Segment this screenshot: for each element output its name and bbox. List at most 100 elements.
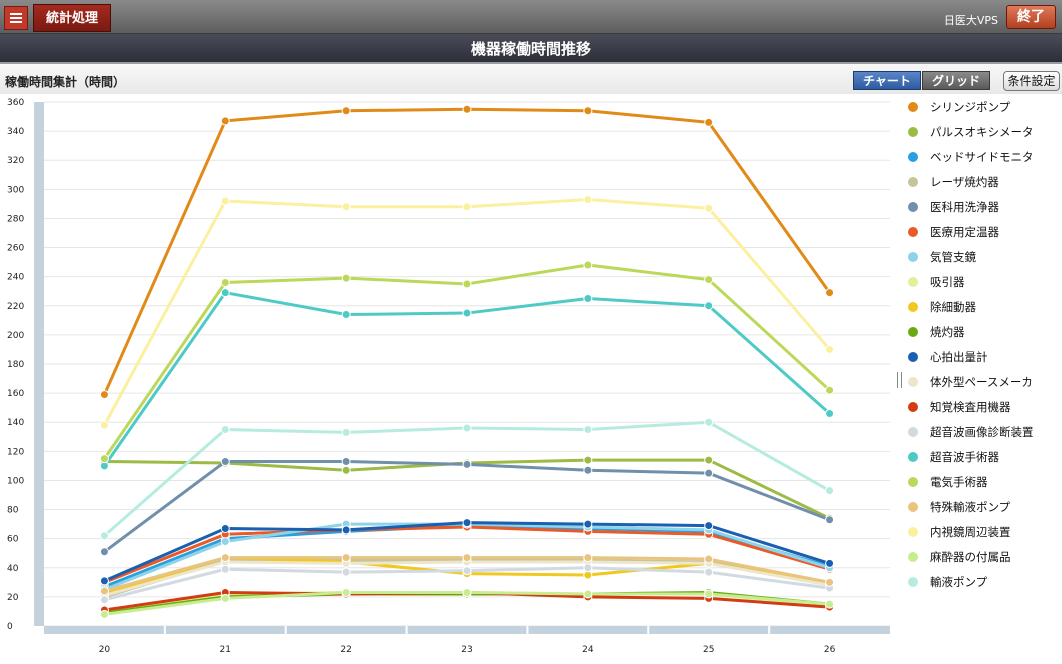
data-point <box>462 104 472 114</box>
data-point <box>583 465 593 475</box>
data-point <box>341 427 351 437</box>
data-point <box>462 308 472 318</box>
y-tick-label: 140 <box>7 418 24 428</box>
data-point <box>220 523 230 533</box>
legend-label: レーザ焼灼器 <box>930 175 999 189</box>
top-bar: 統計処理 日医大VPS 終了 <box>0 0 1062 34</box>
data-point <box>341 553 351 563</box>
x-tick-label: 20 <box>99 645 111 655</box>
data-point <box>704 203 714 213</box>
legend-item: 医科用洗浄器 <box>905 198 1060 223</box>
data-point <box>341 202 351 212</box>
data-point <box>220 288 230 298</box>
data-point <box>99 586 109 596</box>
data-point <box>99 576 109 586</box>
data-point <box>825 385 835 395</box>
data-point <box>341 273 351 283</box>
legend-item: 輸液ポンプ <box>905 573 1060 598</box>
organization-name: 日医大VPS <box>943 14 998 27</box>
data-point <box>583 455 593 465</box>
legend-label: 心拍出量計 <box>930 350 988 364</box>
legend-marker <box>908 302 918 312</box>
y-tick-label: 240 <box>7 273 24 283</box>
data-point <box>583 294 593 303</box>
data-point <box>99 390 109 400</box>
legend-marker <box>908 502 918 512</box>
legend-marker <box>908 177 918 187</box>
grid-view-button[interactable]: グリッド <box>922 71 990 90</box>
chart-legend: シリンジポンプ パルスオキシメータ ベッドサイドモニタ レーザ焼灼器 医科用洗浄器 医療用… <box>905 98 1060 598</box>
data-point <box>704 567 714 577</box>
legend-marker <box>908 202 918 212</box>
legend-item: 内視鏡周辺装置 <box>905 523 1060 548</box>
page-title: 機器稼働時間推移 <box>0 34 1062 64</box>
legend-item: 吸引器 <box>905 273 1060 298</box>
legend-marker <box>908 402 918 412</box>
tab-statistics[interactable]: 統計処理 <box>33 4 111 32</box>
data-point <box>583 260 593 270</box>
exit-button[interactable]: 終了 <box>1006 5 1056 29</box>
legend-label: 超音波手術器 <box>930 450 999 464</box>
data-point <box>462 566 472 576</box>
data-point <box>220 116 230 126</box>
data-point <box>341 567 351 577</box>
y-tick-label: 40 <box>7 564 19 574</box>
legend-item: 特殊輸液ポンプ <box>905 498 1060 523</box>
data-point <box>99 547 109 557</box>
legend-marker <box>908 102 918 112</box>
data-point <box>99 531 109 541</box>
legend-label: 内視鏡周辺装置 <box>930 525 1011 539</box>
chart-view-button[interactable]: チャート <box>853 71 921 90</box>
legend-item: 心拍出量計 <box>905 348 1060 373</box>
data-point <box>220 593 230 603</box>
y-tick-label: 180 <box>7 360 24 370</box>
app-menu-icon[interactable] <box>4 6 28 30</box>
data-point <box>583 106 593 116</box>
y-tick-label: 280 <box>7 214 24 224</box>
data-point <box>825 577 835 587</box>
legend-label: 知覚検査用機器 <box>930 400 1011 414</box>
legend-marker <box>908 552 918 562</box>
data-point <box>220 196 230 206</box>
conditions-button[interactable]: 条件設定 <box>1003 71 1060 91</box>
legend-item: 焼灼器 <box>905 323 1060 348</box>
data-point <box>462 459 472 469</box>
data-point <box>341 457 351 467</box>
line-chart: 0 20 40 60 80 100 120 140 160 180 200 220 240 260 280 3… <box>7 98 890 655</box>
data-point <box>704 417 714 427</box>
data-point <box>825 408 835 418</box>
y-tick-label: 260 <box>7 244 24 254</box>
y-tick-label: 360 <box>7 98 24 108</box>
data-point <box>341 106 351 116</box>
y-tick-label: 300 <box>7 185 24 195</box>
legend-label: シリンジポンプ <box>930 100 1011 114</box>
legend-item: 体外型ペースメーカ <box>905 373 1060 398</box>
legend-item: レーザ焼灼器 <box>905 173 1060 198</box>
data-point <box>583 425 593 434</box>
y-tick-label: 220 <box>7 302 24 312</box>
data-point <box>825 515 835 525</box>
data-point <box>704 275 714 285</box>
y-tick-label: 0 <box>7 622 13 632</box>
panel-splitter-handle[interactable] <box>897 372 902 388</box>
data-point <box>462 588 472 598</box>
data-point <box>583 563 593 573</box>
y-tick-label: 320 <box>7 156 24 166</box>
y-tick-label: 160 <box>7 389 24 399</box>
data-point <box>341 465 351 475</box>
legend-marker <box>908 327 918 337</box>
legend-label: 超音波画像診断装置 <box>930 425 1034 439</box>
data-point <box>704 589 714 599</box>
data-point <box>825 599 835 609</box>
data-point <box>220 537 230 547</box>
data-point <box>220 425 230 434</box>
legend-item: 知覚検査用機器 <box>905 398 1060 423</box>
data-point <box>341 525 351 535</box>
x-tick-label: 23 <box>461 645 472 655</box>
legend-marker <box>908 277 918 287</box>
data-point <box>220 277 230 287</box>
legend-label: 輸液ポンプ <box>930 575 988 589</box>
data-point <box>220 564 230 574</box>
x-tick-label: 21 <box>220 645 231 655</box>
legend-item: 医療用定温器 <box>905 223 1060 248</box>
